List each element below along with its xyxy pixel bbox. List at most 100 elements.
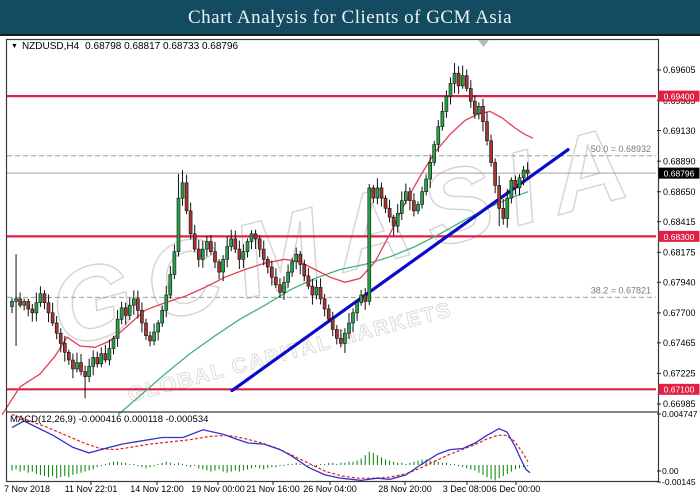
macd-axis-label: -0.00145 — [662, 477, 696, 487]
candle-body — [257, 238, 262, 250]
macd-panel — [11, 413, 531, 482]
candle-body — [424, 178, 428, 192]
candle-body — [334, 329, 339, 339]
candle-body — [489, 140, 493, 163]
candle-body — [192, 233, 197, 250]
time-tick-label: 21 Nov 16:00 — [246, 484, 300, 494]
candle-body — [26, 301, 31, 310]
candle-body — [318, 287, 323, 300]
time-axis[interactable]: 7 Nov 2018 11 Nov 22:01 14 Nov 12:00 19 Nov… — [4, 481, 540, 495]
price-tick-label: 0.67465 — [663, 338, 696, 348]
candle-body — [99, 353, 104, 365]
candle-body — [274, 276, 278, 286]
candle-body — [513, 180, 518, 189]
candle-body — [339, 337, 343, 344]
candle-body — [440, 111, 445, 128]
level-price-box — [658, 90, 700, 102]
candle-body — [91, 357, 95, 367]
candle-body — [448, 83, 453, 97]
candle-body — [436, 126, 441, 145]
candle-body — [184, 182, 189, 212]
candle-body — [164, 294, 169, 311]
candle-body — [168, 274, 173, 296]
candle-body — [326, 308, 331, 320]
candles — [10, 63, 530, 399]
chevron-down-icon[interactable]: ▼ — [11, 43, 18, 50]
candle-body — [205, 241, 209, 250]
candle-body — [127, 304, 132, 316]
fib-retracement[interactable]: 50.0 = 0.68932 38.2 = 0.67821 — [7, 144, 656, 298]
candle-body — [225, 246, 229, 260]
candle-body — [460, 75, 465, 87]
candle-body — [201, 248, 205, 260]
title-bar: Chart Analysis for Clients of GCM Asia — [0, 0, 700, 34]
candle-body — [115, 318, 120, 339]
candle-body — [294, 253, 299, 263]
candle-body — [67, 352, 71, 361]
candle-body — [363, 294, 368, 302]
price-axis[interactable]: 0.696050.693650.691300.688900.686500.684… — [657, 65, 700, 487]
candle-body — [10, 301, 14, 307]
candle-body — [241, 251, 246, 260]
candle-body — [83, 371, 87, 377]
candle-body — [481, 106, 485, 122]
candle-body — [197, 248, 201, 260]
candle-body — [347, 322, 351, 334]
candle-body — [517, 177, 522, 189]
candle-body — [156, 322, 160, 333]
candle-body — [136, 298, 140, 311]
time-tick-label: 26 Nov 04:00 — [303, 484, 357, 494]
candle-body — [375, 187, 380, 199]
candle-body — [497, 185, 502, 209]
chart-symbol-header[interactable]: ▼ NZDUSD,H4 0.68798 0.68817 0.68733 0.6879… — [11, 41, 238, 52]
page-title: Chart Analysis for Clients of GCM Asia — [187, 7, 513, 28]
horizontal-level-lines[interactable] — [7, 95, 656, 391]
candle-body — [245, 241, 250, 252]
candle-body — [322, 298, 327, 310]
candle-body — [456, 72, 461, 87]
price-tick-label: 0.69605 — [663, 65, 696, 75]
candle-body — [379, 187, 384, 199]
candle-body — [310, 285, 315, 296]
candle-body — [38, 293, 43, 303]
candle-body — [351, 312, 355, 324]
candle-body — [22, 301, 27, 306]
level-price-box — [658, 230, 700, 242]
scroll-arrow-icon[interactable] — [478, 40, 489, 47]
candle-body — [237, 248, 242, 260]
ma-green-line[interactable] — [117, 191, 529, 416]
candle-body — [452, 72, 457, 84]
candle-body — [521, 169, 526, 179]
time-tick-label: 28 Nov 20:00 — [378, 484, 432, 494]
candle-body — [103, 353, 108, 361]
candle-body — [306, 275, 311, 287]
candle-body — [383, 197, 388, 209]
level-price-box — [658, 383, 700, 395]
macd-main-line — [11, 420, 531, 482]
candle-body — [62, 343, 67, 353]
candle-body — [525, 169, 530, 174]
candle-body — [477, 106, 481, 115]
candle-body — [367, 187, 372, 302]
candle-body — [290, 261, 294, 273]
ohlc-values: 0.68798 0.68817 0.68733 0.68796 — [85, 41, 239, 52]
candle-body — [359, 294, 364, 303]
candle-body — [123, 307, 128, 316]
candle-body — [420, 191, 424, 205]
candle-body — [493, 162, 497, 186]
candle-body — [132, 298, 136, 306]
symbol-period-label: NZDUSD,H4 — [21, 41, 80, 52]
current-price-box-label: 0.68796 — [664, 169, 695, 179]
candle-body — [278, 284, 282, 293]
candle-body — [176, 197, 181, 252]
macd-label-text: MACD(12,26,9) -0.000416 0.000118 -0.0005… — [10, 414, 209, 425]
price-tick-label: 0.67700 — [663, 308, 696, 318]
price-tick-label: 0.68890 — [663, 156, 696, 166]
chart-borders — [5, 38, 660, 483]
candle-body — [282, 281, 286, 293]
candle-body — [107, 348, 112, 361]
candle-body — [79, 362, 83, 372]
macd-indicator-label[interactable]: MACD(12,26,9) -0.000416 0.000118 -0.0005… — [10, 414, 208, 425]
candle-body — [213, 251, 217, 263]
